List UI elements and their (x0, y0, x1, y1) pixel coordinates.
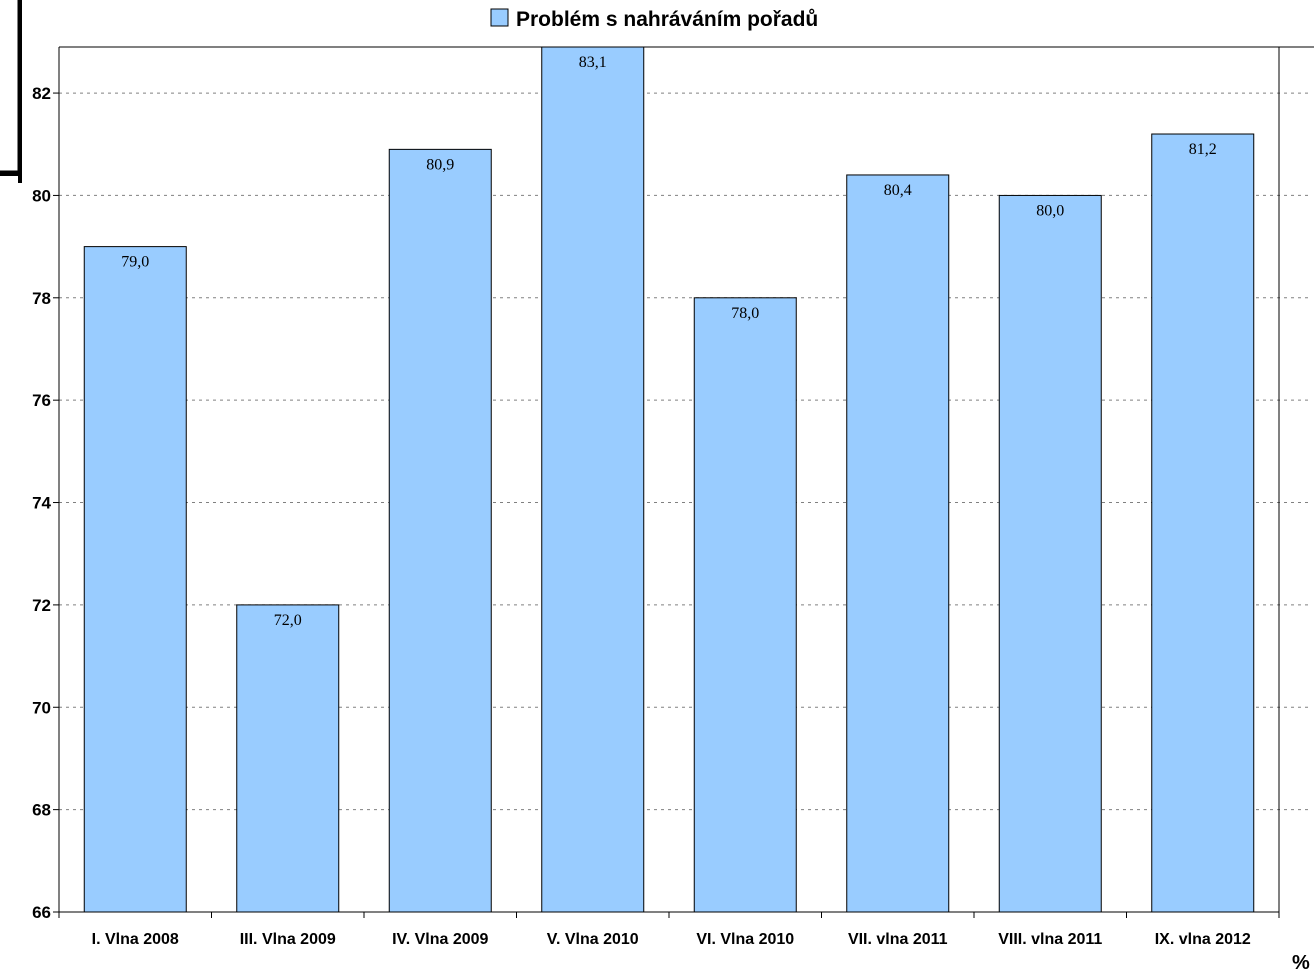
bar (846, 174, 950, 913)
y-axis-ticks: 66 68 70 72 74 76 78 80 82 (32, 84, 59, 922)
data-label: 81,2 (1189, 141, 1217, 158)
y-tick-label: 76 (32, 391, 51, 410)
y-tick-label: 68 (32, 801, 51, 820)
bar (1151, 133, 1255, 913)
legend: Problém s nahráváním pořadů (490, 8, 818, 31)
data-label: 83,1 (579, 54, 607, 71)
x-category-label: IX. vlna 2012 (1155, 931, 1251, 948)
bar (693, 297, 797, 913)
data-label: 78,0 (731, 305, 759, 322)
gridlines (59, 92, 1309, 811)
data-label: 80,0 (1036, 202, 1064, 219)
x-axis-labels: I. Vlna 2008 III. Vlna 2009 IV. Vlna 2009 V… (92, 931, 1251, 948)
y-tick-label: 72 (32, 596, 51, 615)
bar (998, 194, 1102, 913)
y-tick-label: 80 (32, 186, 51, 205)
bar (83, 246, 187, 913)
bar (236, 604, 340, 913)
y-tick-label: 66 (32, 903, 51, 922)
unit-label: % (1292, 952, 1310, 973)
legend-label: Problém s nahráváním pořadů (516, 8, 818, 31)
bar (388, 148, 492, 913)
overlay-box (0, 0, 19, 172)
x-category-label: IV. Vlna 2009 (392, 931, 488, 948)
y-tick-label: 82 (32, 84, 51, 103)
overlay-box-shadow (18, 0, 22, 183)
bars (83, 46, 1255, 913)
y-tick-label: 70 (32, 698, 51, 717)
bar (541, 46, 645, 913)
x-category-label: VIII. vlna 2011 (998, 931, 1102, 948)
data-labels: 79,0 72,0 80,9 83,1 78,0 80,4 80,0 81,2 (121, 54, 1217, 629)
y-tick-label: 78 (32, 289, 51, 308)
y-tick-label: 74 (32, 494, 51, 513)
x-category-label: V. Vlna 2010 (547, 931, 639, 948)
legend-swatch (490, 8, 509, 27)
data-label: 79,0 (121, 254, 149, 271)
data-label: 72,0 (274, 612, 302, 629)
overlay-box-shadow-bottom (0, 171, 22, 176)
x-category-label: VII. vlna 2011 (848, 931, 948, 948)
data-label: 80,4 (884, 182, 912, 199)
x-category-label: VI. Vlna 2010 (696, 931, 794, 948)
x-category-label: I. Vlna 2008 (92, 931, 179, 948)
x-category-label: III. Vlna 2009 (240, 931, 336, 948)
data-label: 80,9 (426, 156, 454, 173)
